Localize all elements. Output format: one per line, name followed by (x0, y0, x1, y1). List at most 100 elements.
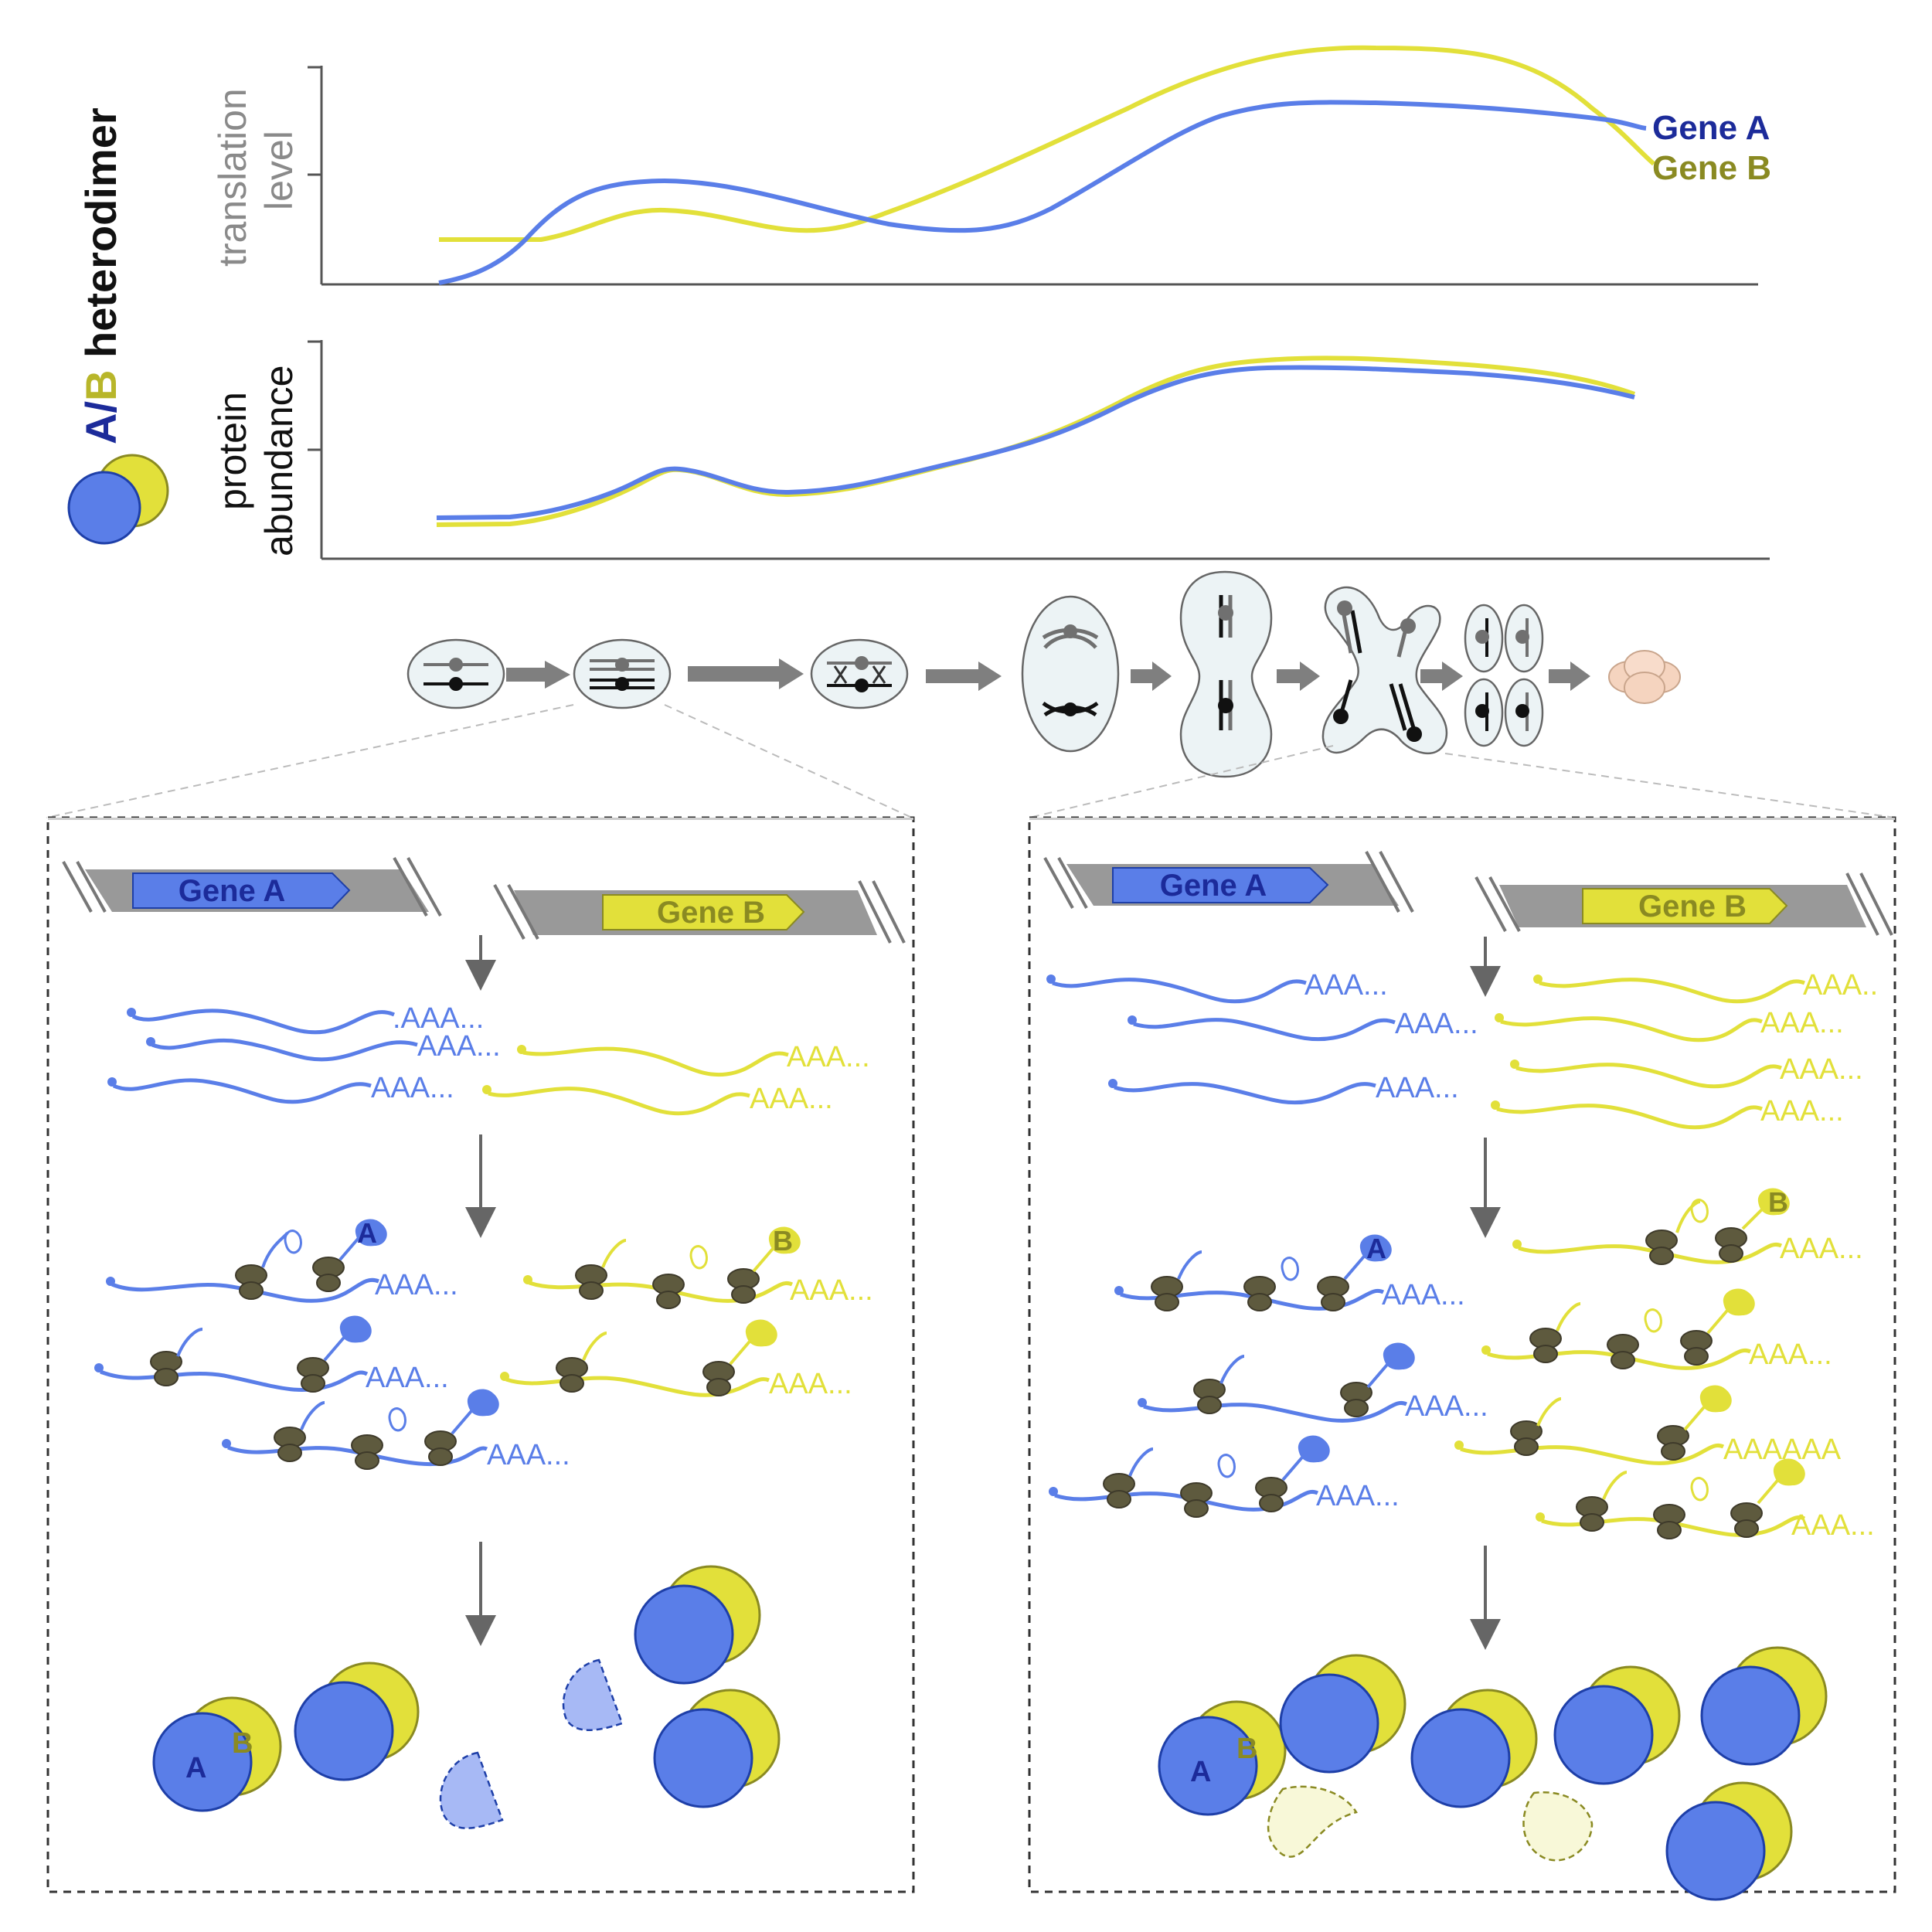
left-dimer-2 (294, 1662, 420, 1781)
left-polysome-b-2: AAA... (500, 1319, 852, 1400)
right-mrna-b-3: AAA... (1510, 1053, 1863, 1089)
legend-letter-b: B (77, 370, 125, 401)
right-polya-1: AAA... (1304, 969, 1388, 1002)
protein-chart: protein abundance (211, 340, 1770, 560)
right-polya-10: AAA... (1316, 1480, 1400, 1512)
left-polya-9: AAA... (790, 1274, 873, 1307)
right-polysome-b-4: AAA... (1536, 1458, 1875, 1542)
stage-arrow-5 (1277, 669, 1301, 683)
translation-ylabel-line1: translation (211, 88, 254, 267)
heterodimer-legend: A/B heterodimer (67, 107, 169, 545)
left-free-protein-a-1 (439, 1751, 504, 1829)
right-dimer-labeled: A B (1158, 1700, 1287, 1816)
cell-diakinesis (1021, 595, 1120, 753)
right-polya-3: AAA... (1376, 1072, 1459, 1104)
zoom-line-left-2 (664, 704, 913, 818)
left-dimer-4 (653, 1689, 781, 1808)
translation-chart: translation level Gene A Gene B (211, 45, 1771, 286)
left-dimer-labeled: A B (152, 1696, 282, 1812)
left-protein-b-label: B (773, 1225, 793, 1257)
legend-suffix: heterodimer (77, 107, 125, 369)
cell-meiosis-2 (1321, 586, 1448, 755)
left-polysome-a-1: A AAA... (106, 1217, 458, 1303)
translation-series-gene-b (439, 45, 1655, 242)
left-mrna-b-2: AAA... (482, 1083, 833, 1116)
stage-arrowhead-3 (978, 662, 1002, 691)
left-polysome-b-1: B AAA... (523, 1225, 873, 1309)
left-mrna-a-2: AAA... (146, 1030, 501, 1063)
right-polya-9: AAA... (1405, 1390, 1488, 1423)
right-mrna-a-1: AAA... (1046, 969, 1388, 1004)
right-dimer-2 (1279, 1654, 1406, 1774)
left-panel: Gene A Gene B .AAA... AAA... (46, 816, 915, 1893)
cell-gametes (1608, 650, 1681, 704)
left-mrna-a-1: .AAA... (127, 1002, 484, 1035)
left-dimer-label-a: A (185, 1752, 206, 1784)
right-dimer-3 (1410, 1689, 1538, 1808)
right-polysome-b-1: B AAA... (1512, 1186, 1863, 1265)
legend-title: A/B heterodimer (77, 107, 125, 444)
right-polya-12: AAA... (1749, 1338, 1832, 1371)
left-gene-a-locus: Gene A (62, 857, 442, 917)
right-dimer-label-a: A (1190, 1756, 1211, 1788)
right-gene-a-locus: Gene A (1043, 851, 1414, 913)
right-mrna-b-1: AAA.. (1533, 969, 1878, 1004)
right-protein-a-label: A (1366, 1233, 1386, 1264)
left-polya-2: AAA... (417, 1030, 501, 1063)
stage-arrow-7 (1549, 669, 1572, 683)
right-free-protein-b-1 (1267, 1785, 1358, 1858)
left-mrna-a-3: AAA... (107, 1072, 454, 1104)
left-polya-10: AAA... (769, 1368, 852, 1400)
right-polysome-a-3: AAA... (1049, 1435, 1400, 1518)
translation-legend-gene-a: Gene A (1652, 109, 1770, 147)
stage-arrowhead-5 (1300, 662, 1320, 691)
right-polysome-a-2: AAA... (1138, 1342, 1488, 1423)
stage-arrowhead-7 (1570, 662, 1590, 691)
right-polya-4: AAA.. (1803, 969, 1878, 1002)
left-polya-5: AAA... (750, 1083, 833, 1115)
stage-arrowhead-2 (779, 658, 804, 689)
left-mrna-b-1: AAA... (517, 1041, 870, 1077)
left-polya-3: AAA... (371, 1072, 454, 1104)
stage-arrow-6 (1420, 669, 1444, 683)
cell-tetrads (1464, 604, 1544, 747)
right-gene-a-label: Gene A (1160, 869, 1267, 903)
translation-series-gene-a (438, 100, 1647, 285)
zoom-line-right-1 (1029, 745, 1334, 818)
protein-ylabel-line2: abundance (257, 366, 301, 556)
right-mrna-a-3: AAA... (1108, 1072, 1459, 1105)
left-gene-a-label: Gene A (179, 874, 286, 908)
right-dimer-5 (1700, 1646, 1828, 1766)
stage-arrow-3 (926, 669, 980, 683)
left-dimer-3 (634, 1565, 761, 1685)
left-polya-8: AAA... (487, 1439, 570, 1471)
right-panel: Gene A Gene B AAA... AAA... (1028, 816, 1896, 1901)
protein-ylabel-line1: protein (211, 392, 254, 510)
right-polya-14: AAA... (1791, 1509, 1875, 1542)
right-polysome-b-3: AAAAAA (1454, 1385, 1842, 1466)
right-free-protein-b-2 (1522, 1791, 1594, 1862)
left-polya-6: AAA... (375, 1269, 458, 1301)
right-gene-b-locus: Gene B (1475, 872, 1893, 936)
left-protein-a-label: A (357, 1217, 377, 1249)
legend-letter-a: A (77, 413, 125, 444)
left-polya-7: AAA... (366, 1362, 449, 1394)
right-polya-6: AAA... (1780, 1053, 1863, 1086)
cell-zygotene (573, 638, 672, 709)
stage-arrowhead-4 (1152, 662, 1172, 691)
left-polysome-a-2: AAA... (94, 1315, 449, 1394)
cell-leptotene (406, 638, 505, 709)
right-polya-8: AAA... (1382, 1279, 1465, 1311)
left-dimer-label-b: B (232, 1727, 253, 1760)
zoom-line-right-2 (1444, 753, 1896, 818)
stage-arrow-4 (1131, 669, 1154, 683)
right-dimer-6 (1665, 1781, 1793, 1901)
right-protein-b-label: B (1768, 1186, 1788, 1218)
stage-arrowhead-6 (1442, 662, 1463, 691)
right-polya-11: AAA... (1780, 1233, 1863, 1265)
stage-arrow-1 (506, 668, 546, 682)
left-polya-4: AAA... (787, 1041, 870, 1073)
stage-arrow-2 (688, 666, 781, 682)
right-polysome-b-2: AAA... (1481, 1288, 1832, 1371)
